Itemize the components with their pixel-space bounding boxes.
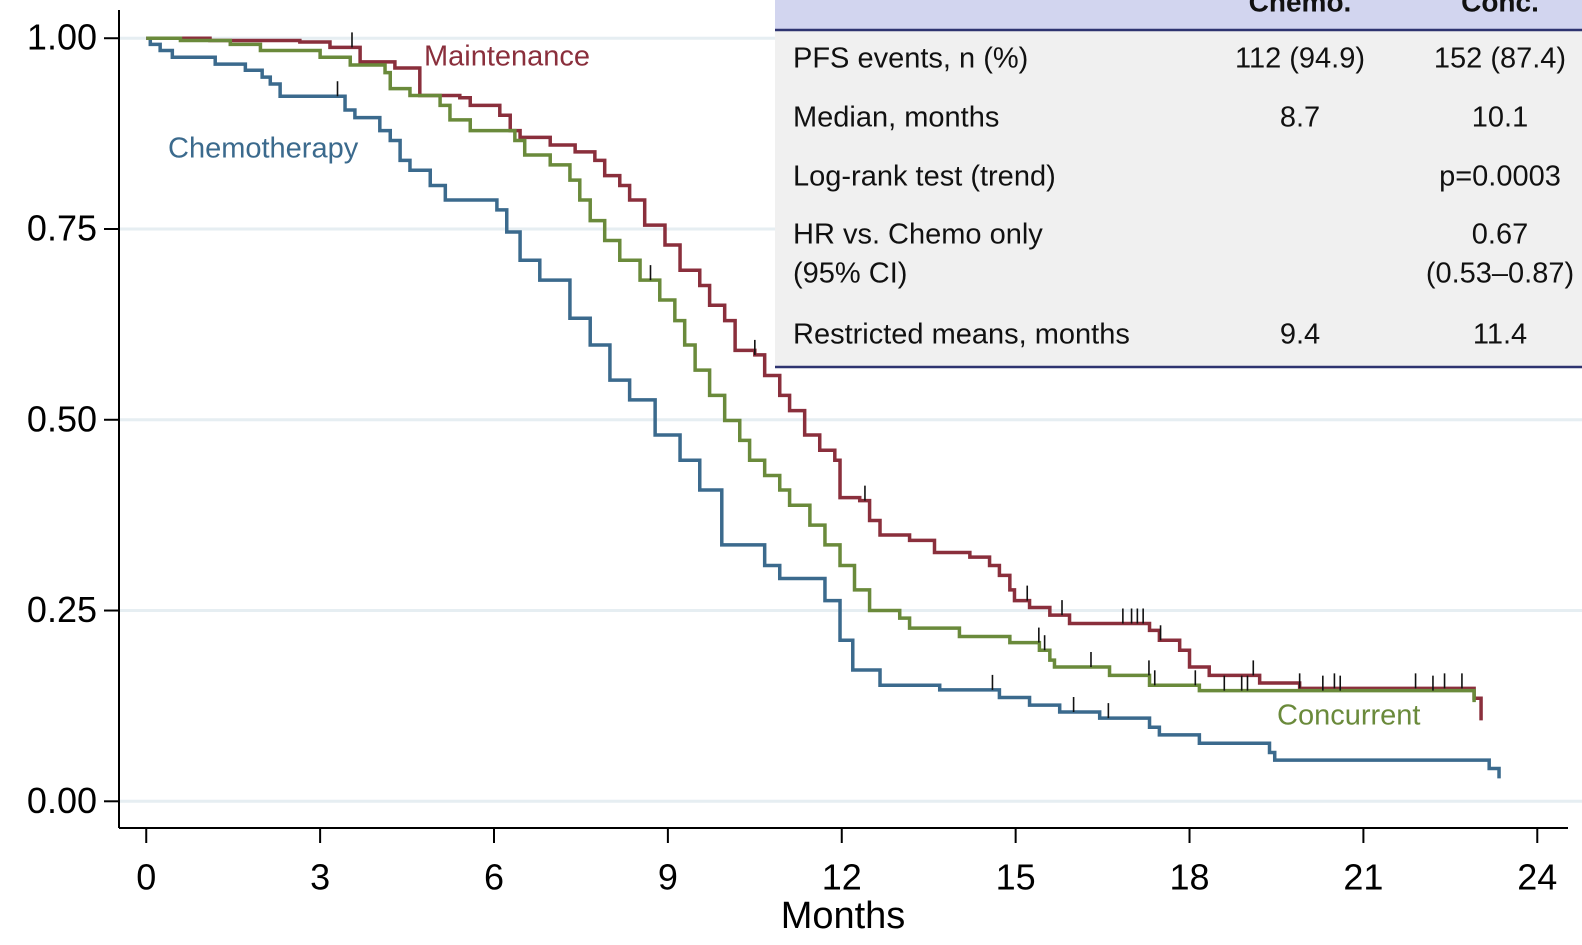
x-tick-label: 3 (310, 857, 330, 898)
table-cell: 11.4 (1473, 319, 1527, 351)
table-cell: (0.53–0.87) (1426, 258, 1574, 290)
x-tick-label: 0 (136, 857, 156, 898)
table-row-label: Median, months (793, 102, 999, 134)
table-cell: 9.4 (1280, 319, 1320, 351)
x-tick-label: 9 (658, 857, 678, 898)
table-cell: 8.7 (1280, 102, 1320, 134)
survival-curve (146, 36, 1501, 779)
y-tick-label: 0.50 (27, 398, 97, 439)
table-cell: p=0.0003 (1439, 161, 1561, 193)
table-cell: 10.1 (1472, 102, 1528, 134)
series-label: Concurrent (1277, 700, 1420, 732)
table-cell: 112 (94.9) (1235, 43, 1365, 75)
table-cell: 0.67 (1472, 219, 1528, 251)
y-tick-label: 0.75 (27, 208, 97, 249)
table-header-bg (775, 0, 1582, 30)
table-row-label: HR vs. Chemo only (793, 219, 1043, 251)
survival-curve (146, 36, 1476, 703)
x-tick-label: 12 (822, 857, 862, 898)
y-tick-label: 1.00 (27, 17, 97, 58)
table-cell: 152 (87.4) (1434, 43, 1566, 75)
table-row-label: (95% CI) (793, 258, 907, 290)
table-row-label: Restricted means, months (793, 319, 1130, 351)
x-tick-label: 24 (1517, 857, 1557, 898)
survival-curve (146, 36, 1483, 721)
y-tick-label: 0.00 (27, 780, 97, 821)
table-header: Conc. (1461, 0, 1539, 17)
x-tick-label: 18 (1169, 857, 1209, 898)
y-tick-label: 0.25 (27, 589, 97, 630)
x-tick-label: 15 (996, 857, 1036, 898)
x-axis-label: Months (781, 895, 906, 937)
table-row-label: PFS events, n (%) (793, 43, 1028, 75)
series-label: Maintenance (424, 41, 590, 73)
series-label: Chemotherapy (168, 133, 359, 165)
table-row-label: Log-rank test (trend) (793, 161, 1056, 193)
x-tick-label: 21 (1343, 857, 1383, 898)
x-tick-label: 6 (484, 857, 504, 898)
table-header: Chemo. (1249, 0, 1352, 17)
table-bg (775, 0, 1582, 367)
